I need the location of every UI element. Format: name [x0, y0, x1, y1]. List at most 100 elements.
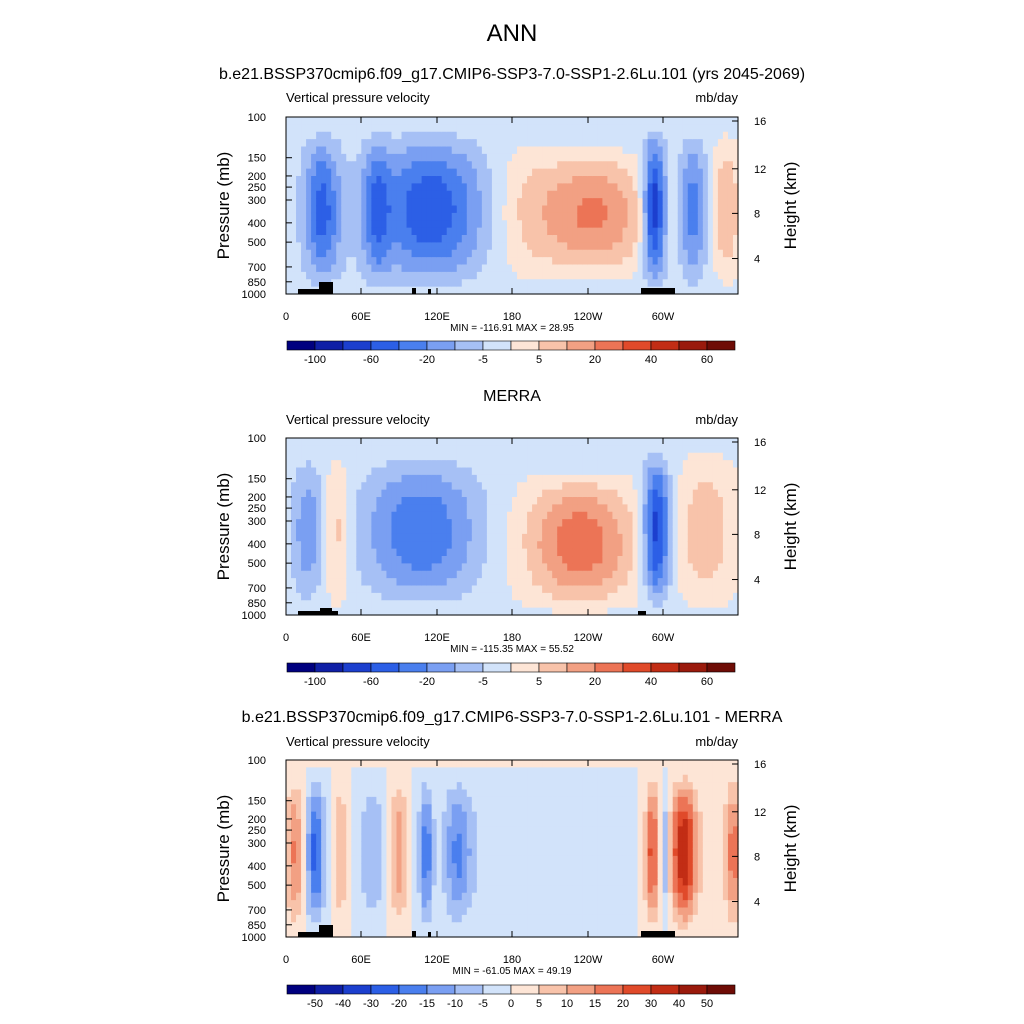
- field-cell: [286, 511, 292, 520]
- field-cell: [522, 124, 528, 133]
- field-cell: [381, 929, 388, 938]
- field-cell: [687, 249, 694, 258]
- field-cell: [481, 168, 488, 177]
- field-cell: [557, 198, 563, 207]
- field-cell: [321, 782, 327, 791]
- field-cell: [717, 124, 724, 133]
- field-cell: [476, 124, 483, 133]
- field-cell: [306, 789, 312, 798]
- field-cell: [532, 445, 538, 454]
- field-cell: [496, 271, 503, 280]
- field-cell: [451, 139, 458, 148]
- field-cell: [642, 504, 649, 513]
- field-cell: [712, 146, 719, 155]
- field-cell: [577, 592, 583, 601]
- field-cell: [687, 504, 694, 513]
- field-cell: [296, 153, 302, 162]
- field-cell: [722, 592, 729, 601]
- field-cell: [537, 161, 543, 170]
- field-cell: [356, 811, 362, 820]
- field-cell: [286, 519, 292, 528]
- field-cell: [532, 504, 538, 513]
- field-cell: [296, 271, 302, 280]
- x-tick-label: 180: [503, 311, 521, 323]
- field-cell: [331, 198, 337, 207]
- field-cell: [587, 235, 593, 243]
- field-cell: [662, 511, 669, 520]
- field-cell: [512, 563, 518, 572]
- field-cell: [542, 220, 548, 229]
- field-cell: [627, 257, 634, 266]
- field-cell: [722, 249, 729, 258]
- field-cell: [577, 482, 583, 491]
- field-cell: [697, 212, 704, 221]
- field-cell: [722, 489, 729, 498]
- field-cell: [316, 474, 322, 483]
- y-tick-label: 400: [248, 218, 266, 230]
- field-cell: [657, 153, 664, 162]
- field-cell: [617, 168, 624, 177]
- field-cell: [366, 585, 372, 594]
- field-cell: [577, 124, 583, 133]
- field-cell: [527, 249, 533, 258]
- field-cell: [672, 519, 679, 528]
- field-cell: [722, 190, 729, 199]
- field-cell: [602, 212, 609, 221]
- field-cell: [501, 264, 508, 273]
- field-cell: [642, 139, 649, 148]
- field-cell: [687, 235, 694, 243]
- field-cell: [296, 227, 302, 236]
- field-cell: [291, 497, 297, 505]
- field-cell: [532, 563, 538, 572]
- field-cell: [572, 489, 578, 498]
- field-cell: [702, 227, 709, 236]
- field-cell: [336, 592, 342, 601]
- field-cell: [592, 176, 598, 184]
- field-cell: [627, 607, 634, 616]
- field-cell: [552, 257, 558, 266]
- field-cell: [562, 257, 568, 266]
- field-cell: [396, 504, 403, 513]
- field-cell: [657, 205, 664, 214]
- field-cell: [567, 578, 573, 587]
- field-cell: [446, 497, 453, 505]
- field-cell: [542, 257, 548, 266]
- y2-tick-label: 4: [754, 254, 760, 266]
- field-cell: [396, 585, 403, 594]
- field-cell: [441, 556, 448, 564]
- field-cell: [512, 168, 518, 177]
- field-cell: [371, 146, 377, 155]
- field-cell: [391, 227, 398, 236]
- field-cell: [411, 467, 418, 476]
- field-cell: [557, 271, 563, 280]
- field-cell: [597, 161, 603, 170]
- field-cell: [667, 168, 674, 177]
- field-cell: [592, 438, 598, 446]
- field-cell: [506, 489, 513, 498]
- field-cell: [331, 907, 337, 916]
- field-cell: [461, 139, 468, 148]
- field-cell: [411, 235, 418, 243]
- field-cell: [672, 183, 679, 192]
- field-cell: [386, 533, 393, 542]
- field-cell: [291, 176, 297, 184]
- field-cell: [607, 183, 614, 192]
- field-cell: [306, 774, 312, 783]
- field-cell: [371, 445, 377, 454]
- field-cell: [361, 286, 367, 295]
- field-cell: [346, 607, 352, 616]
- field-cell: [622, 445, 629, 454]
- field-cell: [642, 600, 649, 609]
- field-cell: [702, 548, 709, 557]
- field-cell: [361, 578, 367, 587]
- field-cell: [637, 570, 644, 579]
- field-cell: [627, 249, 634, 258]
- field-cell: [592, 198, 598, 207]
- field-cell: [286, 190, 292, 199]
- field-cell: [331, 227, 337, 236]
- field-cell: [702, 161, 709, 170]
- field-cell: [612, 592, 619, 601]
- field-cell: [732, 286, 739, 295]
- field-cell: [562, 526, 568, 535]
- field-cell: [692, 242, 699, 251]
